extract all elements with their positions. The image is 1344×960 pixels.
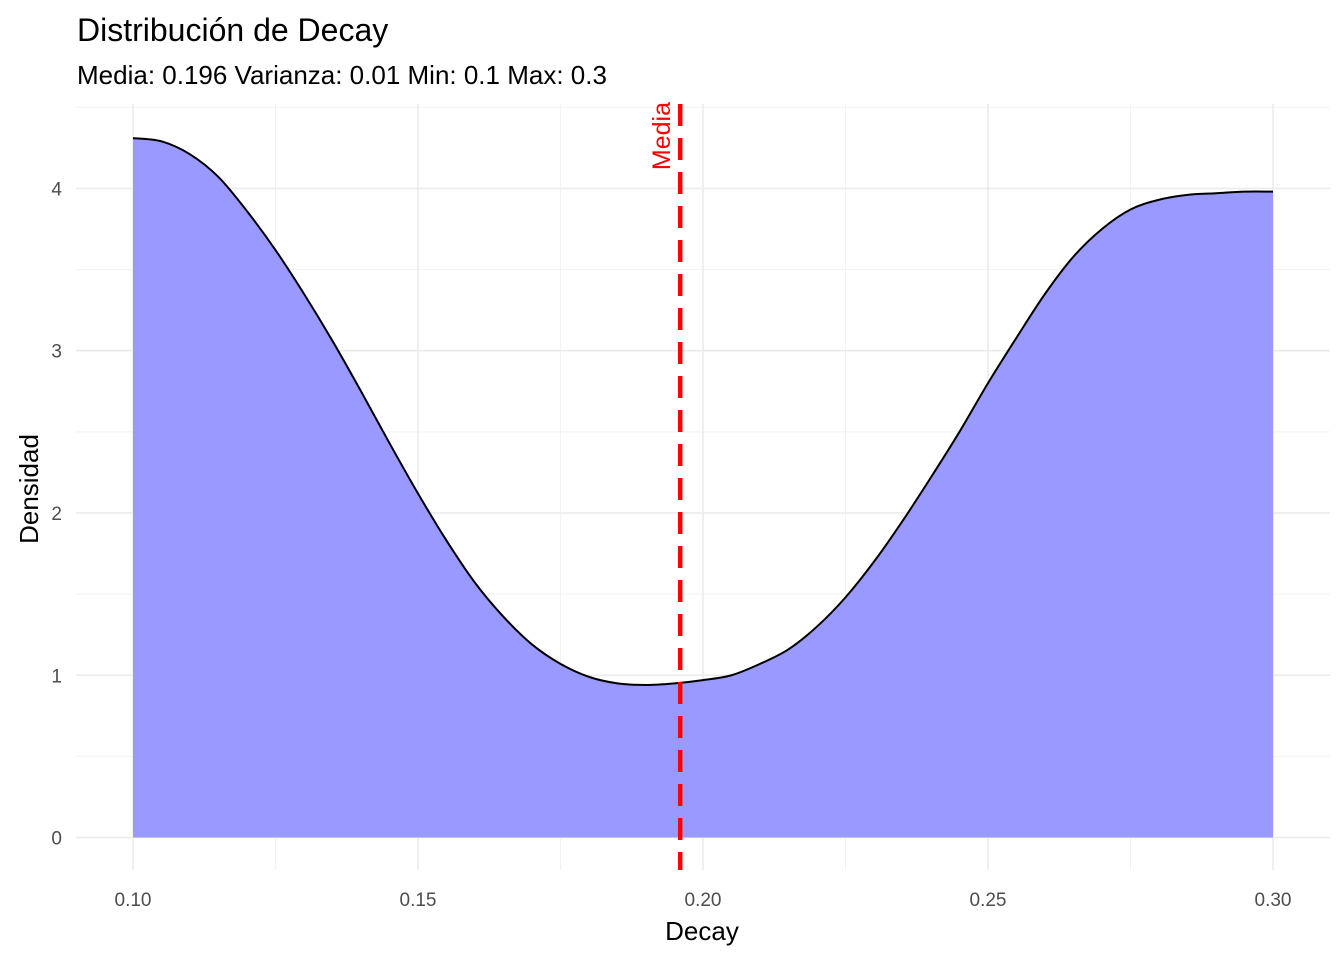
x-tick-label: 0.20: [685, 890, 722, 911]
y-axis-ticks: 0 1 2 3 4: [51, 179, 62, 849]
y-tick-label: 2: [51, 504, 62, 525]
x-axis-ticks: 0.10 0.15 0.20 0.25 0.30: [115, 890, 1292, 911]
x-tick-label: 0.10: [115, 890, 152, 911]
x-tick-label: 0.30: [1255, 890, 1292, 911]
y-tick-label: 0: [51, 829, 62, 850]
chart-title: Distribución de Decay: [77, 12, 388, 48]
y-tick-label: 4: [51, 179, 62, 200]
density-area: [133, 138, 1273, 838]
mean-label: Media: [648, 102, 676, 170]
chart-subtitle: Media: 0.196 Varianza: 0.01 Min: 0.1 Max…: [77, 60, 607, 90]
density-curve: [132, 137, 1274, 686]
y-axis-title: Densidad: [14, 434, 44, 544]
y-tick-label: 3: [51, 342, 62, 363]
x-tick-label: 0.25: [970, 890, 1007, 911]
y-tick-label: 1: [51, 666, 62, 687]
x-axis-title: Decay: [665, 916, 739, 946]
x-tick-label: 0.15: [400, 890, 437, 911]
